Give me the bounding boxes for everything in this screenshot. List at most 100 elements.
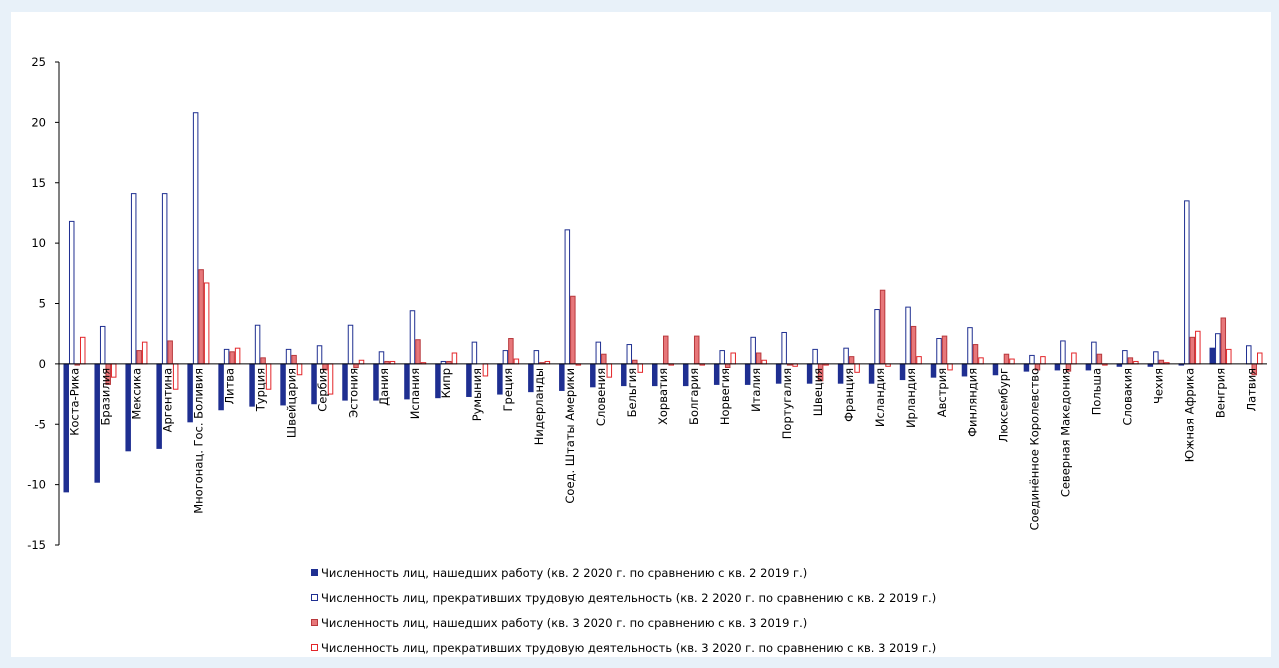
- bar-q2-stopped-work: [967, 327, 973, 365]
- bar-q3-stopped-work: [916, 356, 922, 365]
- bar-q2-stopped-work: [347, 324, 354, 365]
- category-label: Португалия: [780, 368, 794, 439]
- category-label: Бельгия: [625, 368, 639, 418]
- bar-q2-stopped-work: [843, 347, 849, 365]
- bar-q3-found-work: [910, 325, 917, 365]
- bar-q3-stopped-work: [1071, 352, 1077, 365]
- category-label: Люксембург: [997, 368, 1011, 443]
- bar-q2-stopped-work: [223, 348, 230, 365]
- y-tick-label: 0: [39, 357, 46, 371]
- bar-q2-stopped-work: [130, 193, 137, 365]
- bar-q3-found-work: [260, 357, 266, 365]
- legend-label-q2-found-work: Численность лиц, нашедших работу (кв. 2 …: [321, 565, 808, 580]
- category-label: Италия: [749, 368, 763, 412]
- bar-q3-found-work: [1096, 353, 1103, 365]
- bar-q3-stopped-work: [513, 358, 520, 365]
- bar-q3-stopped-work: [1195, 330, 1201, 365]
- bar-q3-found-work: [972, 344, 979, 365]
- category-label: Южная Африка: [1183, 368, 1197, 462]
- legend-label-q3-stopped-work: Численность лиц, прекративших трудовую д…: [321, 640, 937, 655]
- bar-q3-stopped-work: [978, 357, 984, 365]
- bar-q3-found-work: [1189, 336, 1196, 365]
- category-label: Швеция: [811, 368, 825, 416]
- bar-q3-found-work: [879, 289, 886, 365]
- bar-q3-stopped-work: [1040, 356, 1046, 365]
- category-label: Турция: [253, 368, 267, 412]
- category-label: Словакия: [1121, 368, 1135, 426]
- bar-q2-stopped-work: [192, 112, 199, 365]
- category-label: Мексика: [129, 368, 143, 420]
- y-tick-label: 10: [31, 236, 46, 250]
- y-tick-label: 20: [31, 115, 46, 129]
- legend-label-q2-stopped-work: Численность лиц, прекративших трудовую д…: [321, 590, 937, 605]
- bar-q2-stopped-work: [285, 348, 292, 365]
- bar-q3-found-work: [136, 350, 142, 365]
- bar-q3-found-work: [1127, 357, 1134, 365]
- category-label: Соединённое Королевство: [1028, 368, 1042, 531]
- legend: Численность лиц, нашедших работу (кв. 2 …: [311, 560, 936, 660]
- y-tick-label: 5: [39, 297, 46, 311]
- category-label: Сербия: [315, 368, 329, 412]
- y-tick-label: 25: [31, 55, 46, 69]
- bar-q2-stopped-work: [1184, 200, 1190, 365]
- legend-item-q3-stopped-work: Численность лиц, прекративших трудовую д…: [311, 635, 936, 660]
- bar-q3-stopped-work: [761, 359, 767, 365]
- y-tick-label: -10: [27, 478, 46, 492]
- bar-q3-found-work: [755, 352, 762, 365]
- category-label: Исландия: [873, 368, 887, 427]
- category-label: Греция: [501, 368, 515, 412]
- category-label: Польша: [1090, 368, 1104, 415]
- bar-q3-stopped-work: [79, 336, 86, 365]
- bar-q2-stopped-work: [564, 229, 571, 365]
- bar-q3-found-work: [570, 295, 576, 365]
- legend-swatch-q2-found-work: [311, 569, 318, 576]
- bar-chart: -15 -10 -5 0 5 10 15 20 25 Коста-Рика Бразилия Мекс…: [27, 55, 1267, 552]
- plot-area: -15 -10 -5 0 5 10 15 20 25 Коста-Рика Бразилия Мекс…: [11, 12, 1271, 657]
- bar-q2-stopped-work: [254, 324, 261, 365]
- bar-q2-stopped-work: [1215, 333, 1221, 365]
- bar-q2-stopped-work: [316, 345, 323, 365]
- category-label: Соед. Штаты Америки: [563, 368, 577, 504]
- bar-q2-stopped-work: [502, 350, 509, 365]
- legend-swatch-q3-found-work: [311, 619, 318, 626]
- category-label: Чехия: [1152, 368, 1166, 404]
- category-label: Франция: [842, 368, 856, 422]
- bar-q3-stopped-work: [1226, 348, 1232, 365]
- bar-q3-found-work: [229, 351, 235, 365]
- bar-q3-found-work: [291, 354, 297, 365]
- legend-item-q2-found-work: Численность лиц, нашедших работу (кв. 2 …: [311, 560, 936, 585]
- bar-q3-found-work: [632, 359, 638, 365]
- bar-q3-found-work: [508, 338, 514, 365]
- bar-q3-found-work: [724, 363, 731, 368]
- bar-q3-stopped-work: [234, 347, 241, 365]
- bar-q3-found-work: [663, 335, 669, 365]
- bar-q3-found-work: [693, 335, 700, 365]
- bar-q3-stopped-work: [1257, 352, 1263, 365]
- bar-q2-stopped-work: [1246, 345, 1252, 365]
- legend-swatch-q2-stopped-work: [311, 594, 318, 601]
- bar-q2-stopped-work: [812, 348, 818, 365]
- y-tick-label: -5: [35, 417, 46, 431]
- bar-q2-stopped-work: [781, 331, 787, 365]
- bar-q2-stopped-work: [719, 350, 725, 365]
- y-tick-label: 15: [31, 176, 46, 190]
- bar-q2-stopped-work: [874, 309, 880, 365]
- bar-q2-stopped-work: [533, 350, 540, 365]
- category-label: Коста-Рика: [67, 368, 81, 436]
- bar-q3-found-work: [353, 363, 359, 368]
- bar-q3-found-work: [601, 353, 607, 365]
- category-label: Эстония: [346, 368, 360, 418]
- category-label: Норвегия: [718, 368, 732, 425]
- category-label: Бразилия: [98, 368, 112, 426]
- category-label: Испания: [408, 368, 422, 419]
- legend-swatch-q3-stopped-work: [311, 644, 318, 651]
- category-label: Болгария: [687, 368, 701, 425]
- legend-label-q3-found-work: Численность лиц, нашедших работу (кв. 3 …: [321, 615, 808, 630]
- legend-item-q2-stopped-work: Численность лиц, прекративших трудовую д…: [311, 585, 936, 610]
- bar-q2-stopped-work: [378, 351, 385, 365]
- category-label: Венгрия: [1214, 368, 1228, 418]
- category-label: Финляндия: [966, 368, 980, 437]
- category-label: Австрия: [935, 368, 949, 417]
- bar-q3-stopped-work: [1009, 358, 1015, 365]
